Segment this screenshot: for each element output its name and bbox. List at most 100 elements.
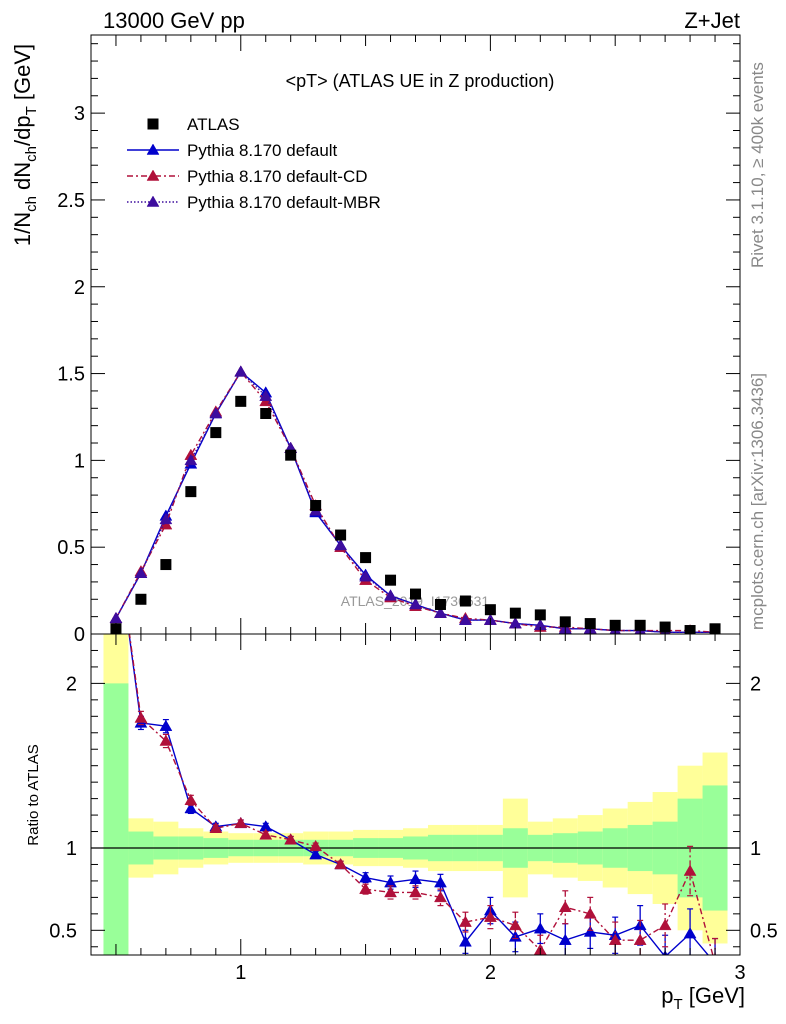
- y-tick-label: 1.5: [57, 364, 85, 386]
- ratio-point: [110, 529, 122, 540]
- ratio-point: [384, 885, 397, 898]
- ratio-point: [434, 876, 447, 888]
- ratio-point: [159, 719, 173, 731]
- ratio-y-tick-label-right: 0.5: [750, 920, 778, 942]
- ratio-point: [184, 801, 198, 814]
- ratio-y-tick-label-right: 2: [750, 673, 761, 695]
- ratio-point: [683, 864, 697, 876]
- legend-marker: [146, 143, 160, 155]
- data-point: [434, 598, 446, 610]
- ratio-data-layer: [91, 529, 740, 968]
- ratio-point: [709, 957, 721, 968]
- ratio-point: [483, 910, 497, 922]
- data-point: [360, 552, 372, 564]
- legend-entry: Pythia 8.170 default-CD: [127, 167, 368, 186]
- data-point: [459, 595, 471, 607]
- data-point: [634, 619, 646, 631]
- ratio-bands: [103, 634, 728, 955]
- ratio-y-axis-label: Ratio to ATLAS: [25, 744, 42, 845]
- y-label-text: 1/Nch dNch/dpT [GeV]: [10, 44, 40, 246]
- data-point: [285, 449, 297, 461]
- series-point: [334, 538, 348, 551]
- legend-entry: Pythia 8.170 default: [127, 141, 338, 160]
- y-tick-label: 2: [74, 277, 85, 299]
- legend-label: Pythia 8.170 default: [187, 141, 338, 160]
- ratio-point: [533, 922, 547, 934]
- ratio-point: [159, 734, 173, 746]
- series-point: [458, 613, 472, 625]
- ratio-point: [558, 933, 572, 945]
- legend-label: ATLAS: [187, 115, 240, 134]
- data-point: [410, 588, 421, 600]
- series-point: [234, 365, 248, 377]
- data-point: [385, 574, 397, 586]
- series-point: [134, 566, 148, 578]
- header-left: 13000 GeV pp: [103, 8, 245, 33]
- series-point: [184, 453, 198, 466]
- data-point: [559, 616, 571, 628]
- ratio-point: [110, 529, 122, 540]
- ratio-y-tick-label: 2: [66, 673, 77, 695]
- ratio-point: [633, 933, 647, 945]
- data-point: [310, 500, 322, 512]
- ratio-point: [359, 871, 373, 883]
- ratio-point: [508, 918, 522, 931]
- ratio-point: [458, 915, 472, 927]
- series-point: [409, 597, 422, 610]
- y-tick-label: 3: [74, 103, 85, 125]
- series-point: [384, 589, 397, 601]
- y-tick-label: 0: [74, 624, 85, 646]
- ratio-point: [709, 957, 721, 968]
- legend: ATLAS Pythia 8.170 default Pythia 8.170 de…: [127, 115, 381, 212]
- stat-uncertainty-band: [103, 683, 129, 955]
- data-point: [484, 604, 496, 616]
- x-tick-label: 2: [485, 962, 496, 984]
- main-title: <pT> (ATLAS UE in Z production): [286, 71, 555, 91]
- x-label-text: pT [GeV]: [661, 983, 745, 1013]
- data-point: [210, 427, 222, 439]
- data-point: [260, 407, 272, 419]
- ratio-point: [558, 900, 572, 913]
- rivet-version-label: Rivet 3.1.10, ≥ 400k events: [748, 62, 767, 268]
- ratio-y-tick-label: 1: [66, 838, 77, 860]
- main-y-axis-label: 1/Nch dNch/dpT [GeV]: [10, 44, 40, 246]
- legend-label: Pythia 8.170 default-CD: [187, 167, 368, 186]
- ratio-y-tick-label-right: 1: [750, 838, 761, 860]
- x-tick-label: 3: [734, 962, 745, 984]
- legend-marker: [147, 118, 159, 130]
- ratio-point: [234, 816, 248, 829]
- data-point: [335, 529, 347, 541]
- ratio-point: [583, 925, 597, 937]
- data-point: [509, 607, 521, 619]
- ratio-axes: 0.5 0.5 1 1 2 2 1 2 3: [49, 633, 778, 984]
- ratio-point: [334, 857, 348, 870]
- series-point: [159, 512, 173, 525]
- ratio-point: [458, 935, 472, 947]
- series-point: [109, 611, 123, 624]
- data-point: [584, 618, 596, 630]
- main-data-layer: [109, 365, 721, 634]
- legend-marker: [146, 195, 160, 207]
- ratio-point: [683, 927, 697, 939]
- series-point: [259, 389, 273, 401]
- x-axis-label: pT [GeV]: [661, 983, 745, 1013]
- ratio-point: [209, 821, 223, 833]
- data-point: [235, 395, 247, 407]
- ratio-point: [409, 885, 422, 898]
- y-tick-label: 2.5: [57, 190, 85, 212]
- data-point: [135, 593, 147, 605]
- y-tick-label: 0.5: [57, 537, 85, 559]
- series-point: [209, 406, 223, 419]
- ratio-point: [658, 918, 672, 931]
- ratio-point: [309, 839, 323, 852]
- ratio-point: [583, 907, 597, 919]
- ratio-point: [184, 793, 198, 806]
- ratio-point: [309, 848, 323, 860]
- series-point: [434, 606, 447, 618]
- main-axes: 0 0.5 1 1.5 2 2.5 3: [57, 34, 741, 646]
- ratio-point: [134, 711, 148, 723]
- ratio-point: [434, 890, 447, 903]
- ratio-point: [284, 833, 298, 845]
- ratio-y-tick-label: 0.5: [49, 920, 77, 942]
